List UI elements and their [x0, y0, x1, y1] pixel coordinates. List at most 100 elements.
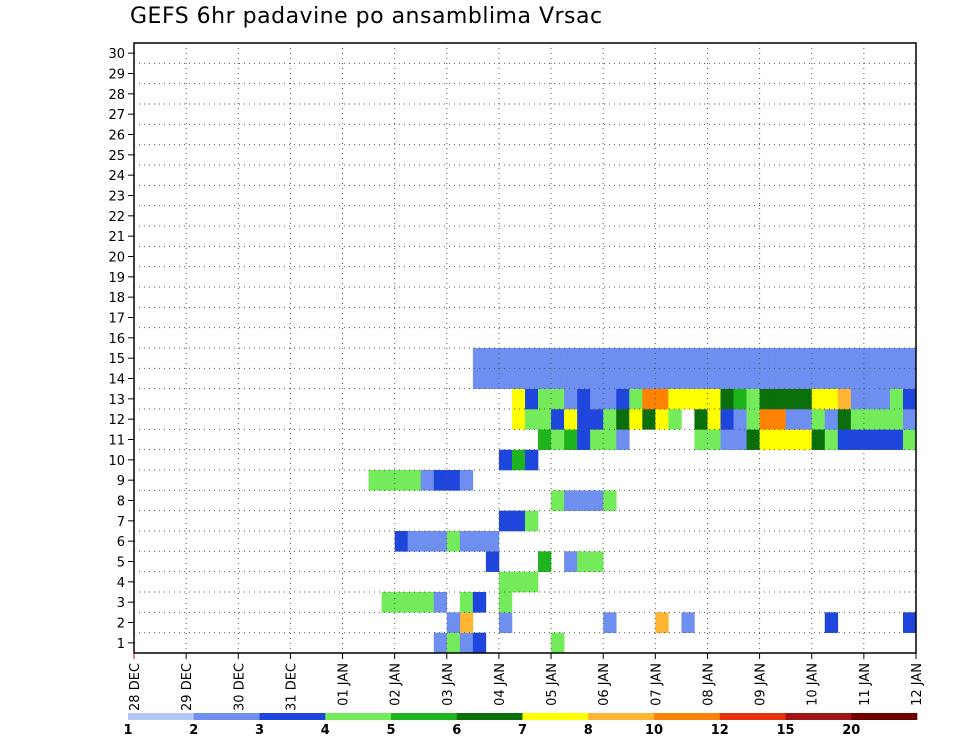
x-tick-label: 05 JAN [545, 663, 560, 706]
heatmap-cell [511, 409, 526, 430]
heatmap-cell [511, 571, 526, 593]
heatmap-cell [459, 470, 474, 491]
grid-lines [134, 43, 916, 653]
heatmap-cell [681, 612, 695, 633]
y-tick-label: 27 [108, 108, 125, 123]
heatmap-cell [850, 388, 865, 410]
heatmap-cell [459, 531, 474, 552]
heatmap-cell [485, 368, 500, 389]
heatmap-cell [759, 409, 773, 430]
x-tick-label: 01 JAN [337, 663, 352, 706]
x-tick-label: 30 DEC [232, 663, 247, 711]
x-tick-label: 03 JAN [441, 663, 456, 706]
heatmap-cell [433, 592, 448, 613]
heatmap-cell [564, 388, 578, 410]
heatmap-cell [902, 348, 917, 369]
heatmap-cell [746, 388, 760, 410]
heatmap-cell [772, 348, 786, 369]
legend-label: 2 [189, 723, 198, 738]
heatmap-cell [681, 348, 695, 369]
heatmap-cell [498, 510, 513, 532]
heatmap-cell [420, 470, 435, 491]
heatmap-cell [564, 490, 578, 511]
heatmap-cell [551, 409, 565, 430]
heatmap-cell [720, 429, 734, 450]
heatmap-cell [811, 348, 826, 369]
heatmap-cell [694, 348, 708, 369]
heatmap-cell [590, 490, 604, 511]
heatmap-cell [577, 490, 591, 511]
y-tick-label: 9 [117, 474, 125, 489]
y-tick-label: 29 [108, 68, 125, 83]
heatmap-cell [876, 388, 891, 410]
heatmap-cell [720, 388, 734, 410]
heatmap-cell [889, 348, 904, 369]
heatmap-cell [629, 368, 643, 389]
legend-label: 1 [123, 723, 132, 738]
heatmap-cell [590, 348, 604, 369]
heatmap-cell [694, 409, 708, 430]
heatmap-cell [811, 409, 826, 430]
heatmap-cell [459, 612, 474, 633]
heatmap-cell [824, 429, 839, 450]
y-tick-label: 23 [108, 190, 125, 205]
y-tick-label: 11 [108, 434, 125, 449]
heatmap-cell [759, 429, 773, 450]
heatmap-cell [707, 348, 721, 369]
heatmap-cell [590, 429, 604, 450]
x-tick-label: 12 JAN [910, 663, 925, 706]
heatmap-cell [798, 368, 813, 389]
heatmap-cell [837, 368, 852, 389]
heatmap-cell [733, 348, 747, 369]
heatmap-cell [577, 348, 591, 369]
heatmap-cell [694, 368, 708, 389]
heatmap-cell [498, 592, 513, 613]
y-tick-label: 30 [108, 47, 125, 62]
heatmap-cell [616, 348, 630, 369]
x-tick-label: 02 JAN [389, 663, 404, 706]
heatmap-cell [811, 429, 826, 450]
heatmap-cell [863, 409, 878, 430]
heatmap-cell [655, 348, 669, 369]
heatmap-cell [577, 388, 591, 410]
heatmap-cell [824, 409, 839, 430]
heatmap-cell [759, 368, 773, 389]
y-tick-label: 1 [117, 637, 125, 652]
heatmap-cell [655, 388, 669, 410]
legend-label: 12 [711, 723, 729, 738]
plot-frame [133, 42, 917, 654]
heatmap-cell [824, 368, 839, 389]
y-tick-label: 17 [108, 312, 125, 327]
x-tick-label: 04 JAN [493, 663, 508, 706]
heatmap-cell [590, 388, 604, 410]
heatmap-cell [720, 368, 734, 389]
heatmap-cell [876, 429, 891, 450]
heatmap-cell [603, 368, 617, 389]
chart-title: GEFS 6hr padavine po ansamblima Vrsac [130, 4, 603, 29]
heatmap-cell [420, 592, 435, 613]
heatmap-cell [511, 510, 526, 532]
heatmap-cell [642, 388, 656, 410]
heatmap-cell [564, 551, 578, 572]
x-tick-label: 07 JAN [649, 663, 664, 706]
heatmap-cell [681, 388, 695, 410]
heatmap-cell [655, 409, 669, 430]
heatmap-cell [590, 368, 604, 389]
heatmap-cell [407, 470, 422, 491]
heatmap-cell [511, 368, 526, 389]
legend-swatch [456, 713, 523, 720]
heatmap-cell [785, 368, 799, 389]
heatmap-cell [433, 531, 448, 552]
x-tick-label: 11 JAN [858, 663, 873, 706]
heatmap-cell [811, 388, 826, 410]
x-tick-label: 09 JAN [754, 663, 769, 706]
legend-swatch [785, 713, 852, 720]
x-tick-label: 08 JAN [701, 663, 716, 706]
legend-swatch [259, 713, 326, 720]
heatmap-cell [459, 592, 474, 613]
y-tick-label: 12 [108, 413, 125, 428]
y-tick-label: 15 [108, 352, 125, 367]
heatmap-cell [746, 429, 760, 450]
heatmap-cell [850, 348, 865, 369]
